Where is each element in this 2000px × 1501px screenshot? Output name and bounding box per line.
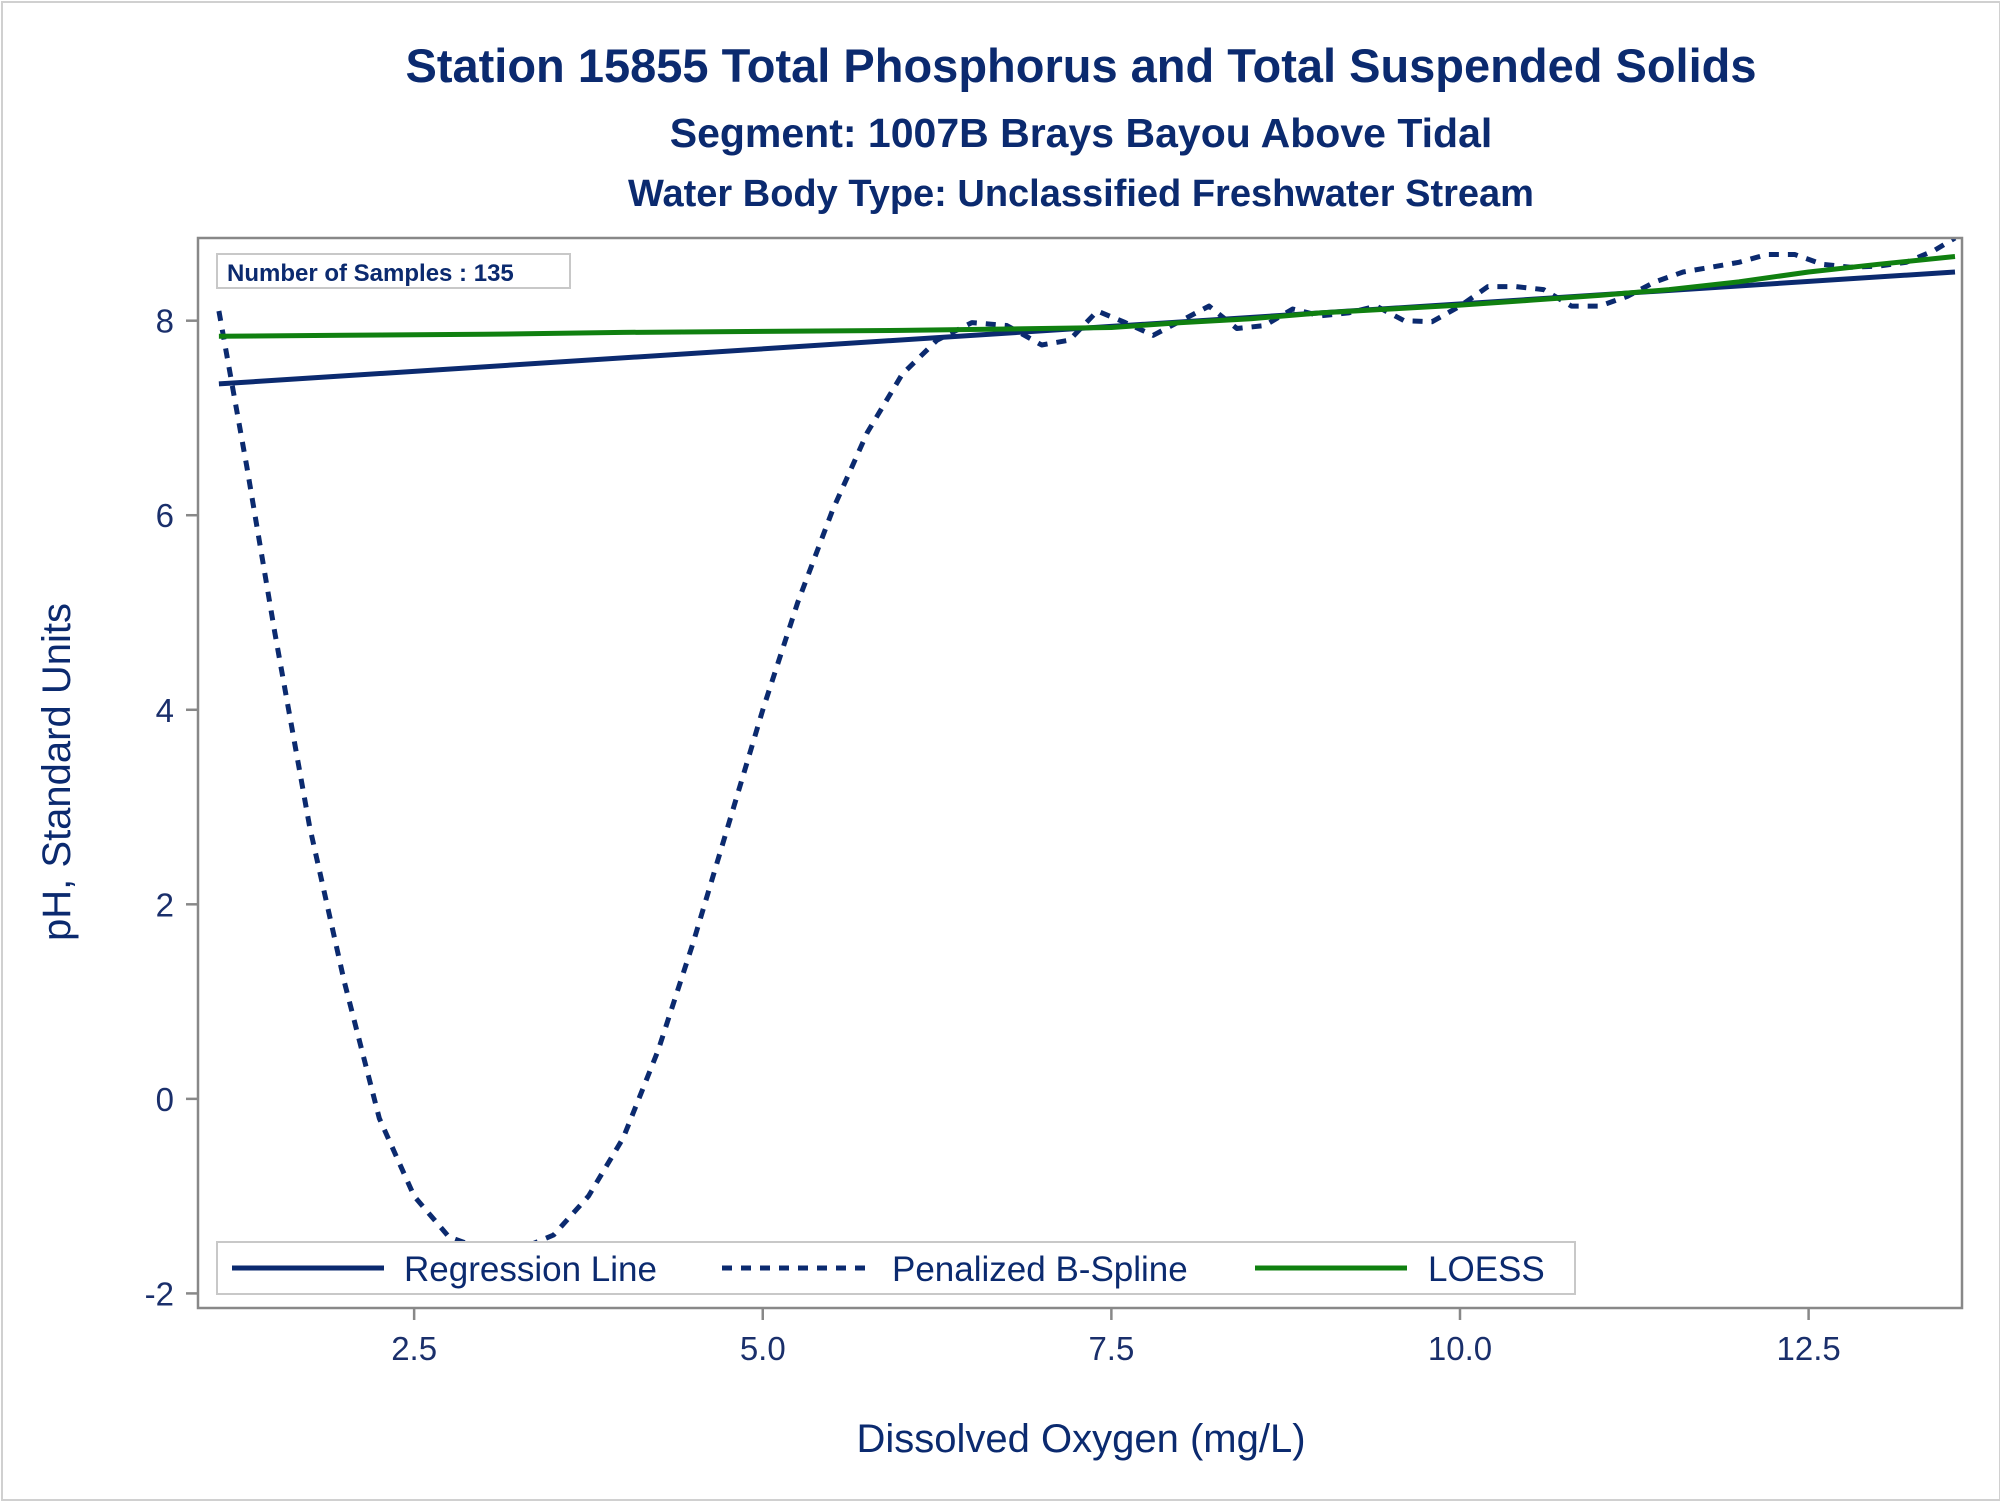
sample-count-text: Number of Samples : 135 [227, 260, 514, 287]
y-axis-title: pH, Standard Units [35, 603, 79, 941]
plot-lines [216, 238, 1957, 1253]
sample-count-box: Number of Samples : 135 [216, 253, 571, 289]
series-line-loess [218, 254, 1956, 339]
chart-title: Station 15855 Total Phosphorus and Total… [406, 39, 1757, 92]
x-tick-label: 5.0 [740, 1330, 786, 1367]
y-tick-label: 6 [156, 497, 174, 534]
sample-count-border [216, 253, 571, 289]
legend-label: Regression Line [404, 1250, 657, 1289]
x-tick-label: 7.5 [1088, 1330, 1134, 1367]
x-tick-label: 2.5 [391, 1330, 437, 1367]
y-tick-label: 8 [156, 303, 174, 340]
y-tick-label: 4 [156, 692, 174, 729]
chart-subtitle-segment: Segment: 1007B Brays Bayou Above Tidal [670, 110, 1493, 156]
legend-label: Penalized B-Spline [892, 1250, 1188, 1289]
y-tick-label: -2 [145, 1275, 174, 1312]
x-axis: 2.5 5.0 7.5 10.0 12.5 [391, 1308, 1841, 1367]
series-line-penalized-b-spline [216, 238, 1957, 1253]
y-axis: -2 0 2 4 6 8 [145, 303, 198, 1312]
legend-label: LOESS [1428, 1250, 1545, 1289]
x-tick-label: 10.0 [1428, 1330, 1492, 1367]
chart-subtitle-waterbody: Water Body Type: Unclassified Freshwater… [628, 173, 1534, 215]
y-tick-label: 0 [156, 1081, 174, 1118]
y-tick-label: 2 [156, 886, 174, 923]
x-tick-label: 12.5 [1776, 1330, 1840, 1367]
legend: Regression Line Penalized B-Spline LOESS [216, 1241, 1576, 1295]
x-axis-title: Dissolved Oxygen (mg/L) [856, 1417, 1305, 1461]
plot-area-border [196, 236, 1964, 1310]
